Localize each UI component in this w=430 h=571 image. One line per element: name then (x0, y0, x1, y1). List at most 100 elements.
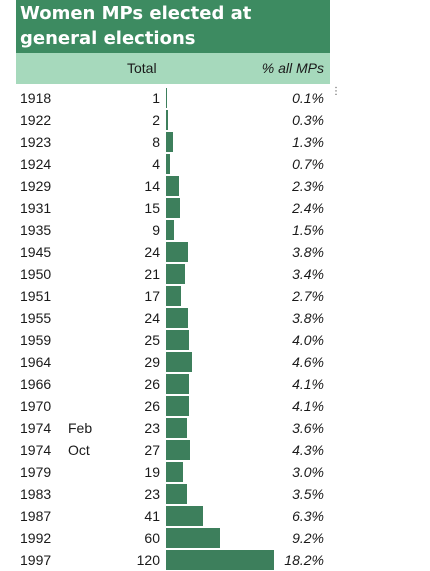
total-column-header: Total (127, 60, 157, 76)
table-row: 1964 29 4.6% (16, 351, 330, 373)
pct-value: 6.3% (292, 508, 324, 524)
total-value: 29 (144, 354, 160, 370)
total-value: 15 (144, 200, 160, 216)
total-value: 14 (144, 178, 160, 194)
pct-value: 3.5% (292, 486, 324, 502)
data-bar (166, 286, 182, 306)
pct-value: 4.6% (292, 354, 324, 370)
year-label: 1929 (20, 178, 52, 194)
data-bar (166, 484, 187, 504)
data-bar (166, 550, 274, 570)
total-value: 24 (144, 310, 160, 326)
pct-value: 18.2% (284, 552, 324, 568)
month-label: Oct (68, 442, 90, 458)
year-label: 1945 (20, 244, 52, 260)
total-value: 60 (144, 530, 160, 546)
data-rows: 1918 1 0.1% 1922 2 0.3% 1923 8 1.3% 1924 4 0.7% 1929… (16, 87, 330, 571)
year-label: 1974 (20, 420, 52, 436)
pct-value: 3.8% (292, 310, 324, 326)
table-row: 1951 17 2.7% (16, 285, 330, 307)
table-row: 1997 120 18.2% (16, 549, 330, 571)
pct-column-header: % all MPs (261, 60, 324, 76)
data-bar (166, 176, 179, 196)
pct-value: 2.7% (292, 288, 324, 304)
table-row: 1935 9 1.5% (16, 219, 330, 241)
total-value: 21 (144, 266, 160, 282)
table-row: 1966 26 4.1% (16, 373, 330, 395)
table-row: 1950 21 3.4% (16, 263, 330, 285)
total-value: 26 (144, 376, 160, 392)
total-value: 27 (144, 442, 160, 458)
total-value: 17 (144, 288, 160, 304)
year-label: 1918 (20, 90, 52, 106)
year-label: 1983 (20, 486, 52, 502)
data-bar (166, 132, 174, 152)
total-value: 120 (136, 552, 160, 568)
month-label: Feb (68, 420, 93, 436)
pct-value: 0.1% (292, 90, 324, 106)
table-row: 1918 1 0.1% (16, 87, 330, 109)
data-bar (166, 440, 191, 460)
data-bar (166, 506, 203, 526)
year-label: 1966 (20, 376, 52, 392)
table-row: 1987 41 6.3% (16, 505, 330, 527)
total-value: 26 (144, 398, 160, 414)
total-value: 2 (152, 112, 160, 128)
year-label: 1924 (20, 156, 52, 172)
table-row: 1992 60 9.2% (16, 527, 330, 549)
table-row: 1970 26 4.1% (16, 395, 330, 417)
pct-value: 2.3% (292, 178, 324, 194)
total-value: 1 (152, 90, 160, 106)
total-value: 4 (152, 156, 160, 172)
year-label: 1964 (20, 354, 52, 370)
pct-value: 4.1% (292, 398, 324, 414)
data-bar (166, 154, 170, 174)
year-label: 1935 (20, 222, 52, 238)
table-row: 1923 8 1.3% (16, 131, 330, 153)
pct-value: 3.4% (292, 266, 324, 282)
data-bar (166, 418, 187, 438)
pct-value: 3.8% (292, 244, 324, 260)
data-bar (166, 198, 180, 218)
pct-value: 4.1% (292, 376, 324, 392)
year-label: 1923 (20, 134, 52, 150)
table-row: 1929 14 2.3% (16, 175, 330, 197)
data-bar (166, 264, 185, 284)
pct-value: 4.0% (292, 332, 324, 348)
year-label: 1987 (20, 508, 52, 524)
table-title: Women MPs elected at general elections (16, 0, 330, 53)
pct-value: 3.6% (292, 420, 324, 436)
pct-value: 1.3% (292, 134, 324, 150)
pct-value: 2.4% (292, 200, 324, 216)
table-row: 1974 Feb 23 3.6% (16, 417, 330, 439)
table-row: 1974 Oct 27 4.3% (16, 439, 330, 461)
pct-value: 3.0% (292, 464, 324, 480)
column-header-row: Total % all MPs (16, 53, 330, 84)
table-row: 1931 15 2.4% (16, 197, 330, 219)
pct-value: 1.5% (292, 222, 324, 238)
year-label: 1974 (20, 442, 52, 458)
table-row: 1955 24 3.8% (16, 307, 330, 329)
year-label: 1955 (20, 310, 52, 326)
year-label: 1922 (20, 112, 52, 128)
total-value: 23 (144, 486, 160, 502)
data-bar (166, 528, 220, 548)
table-row: 1924 4 0.7% (16, 153, 330, 175)
table-row: 1945 24 3.8% (16, 241, 330, 263)
total-value: 41 (144, 508, 160, 524)
year-label: 1931 (20, 200, 52, 216)
year-label: 1951 (20, 288, 52, 304)
data-bar (166, 88, 167, 108)
data-bar (166, 396, 190, 416)
year-label: 1997 (20, 552, 52, 568)
data-bar (166, 462, 184, 482)
pct-value: 0.3% (292, 112, 324, 128)
year-label: 1950 (20, 266, 52, 282)
year-label: 1992 (20, 530, 52, 546)
data-bar (166, 330, 189, 350)
cell-marker-icon: ⋮ (331, 86, 341, 97)
table-row: 1922 2 0.3% (16, 109, 330, 131)
data-bar (166, 242, 188, 262)
table-row: 1959 25 4.0% (16, 329, 330, 351)
pct-value: 0.7% (292, 156, 324, 172)
